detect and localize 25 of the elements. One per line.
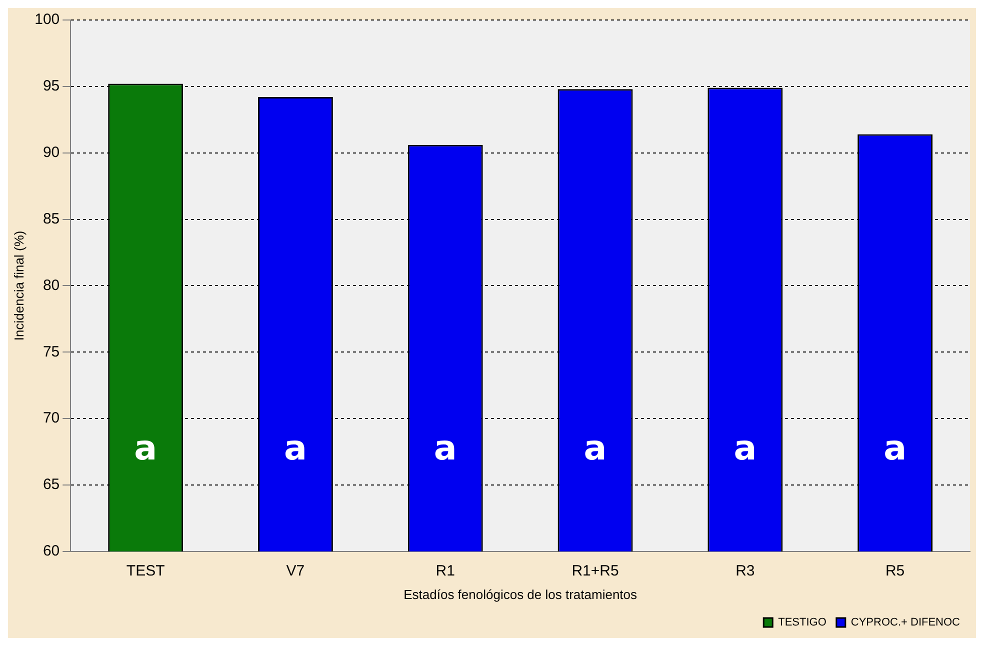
x-tick-label: V7	[286, 562, 305, 580]
annotation: a	[584, 428, 607, 468]
x-tick-label: R5	[885, 562, 905, 580]
legend-label: TESTIGO	[778, 616, 827, 629]
x-tick-label: R3	[736, 562, 755, 580]
annotation: a	[434, 428, 457, 468]
y-tick-label: 85	[42, 210, 60, 228]
y-tick-label: 75	[42, 343, 60, 360]
annotation: a	[134, 428, 158, 468]
legend-label: CYPROC.+ DIFENOC	[850, 616, 960, 629]
x-tick-label: R1+R5	[572, 562, 619, 580]
y-tick-label: 95	[42, 78, 60, 95]
y-tick-label: 65	[42, 476, 60, 494]
y-tick-label: 90	[42, 144, 60, 161]
x-tick-label: TEST	[126, 562, 165, 580]
y-axis-title: Incidencia final (%)	[11, 230, 26, 341]
annotation: a	[734, 428, 757, 468]
annotation: a	[884, 428, 907, 468]
y-tick-label: 80	[42, 276, 60, 294]
y-tick-label: 100	[34, 11, 60, 28]
y-tick-label: 60	[42, 542, 60, 560]
y-tick-label: 70	[42, 410, 60, 427]
annotation: a	[284, 428, 307, 468]
x-tick-label: R1	[436, 562, 455, 580]
x-axis-title: Estadíos fenológicos de los tratamientos	[404, 586, 638, 602]
